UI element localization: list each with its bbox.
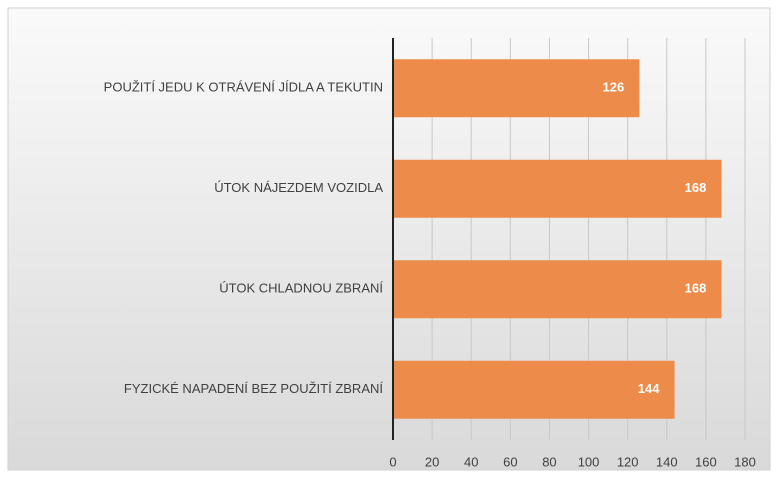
bar bbox=[393, 260, 722, 319]
data-label: 144 bbox=[638, 381, 660, 396]
bar bbox=[393, 59, 640, 118]
x-tick-label: 0 bbox=[389, 454, 396, 469]
x-tick-label: 40 bbox=[464, 454, 478, 469]
bar bbox=[393, 360, 675, 419]
x-tick-label: 60 bbox=[503, 454, 517, 469]
x-tick-label: 180 bbox=[734, 454, 756, 469]
y-tick-label: ÚTOK CHLADNOU ZBRANÍ bbox=[219, 281, 383, 296]
x-tick-label: 140 bbox=[656, 454, 678, 469]
x-tick-label: 80 bbox=[542, 454, 556, 469]
data-label: 126 bbox=[603, 80, 625, 95]
y-tick-label: POUŽITÍ JEDU K OTRÁVENÍ JÍDLA A TEKUTIN bbox=[104, 80, 383, 95]
x-tick-label: 160 bbox=[695, 454, 717, 469]
y-tick-label: FYZICKÉ NAPADENÍ BEZ POUŽITÍ ZBRANÍ bbox=[124, 381, 383, 396]
x-tick-label: 20 bbox=[425, 454, 439, 469]
x-tick-label: 100 bbox=[578, 454, 600, 469]
data-label: 168 bbox=[685, 281, 707, 296]
data-label: 168 bbox=[685, 180, 707, 195]
x-tick-label: 120 bbox=[617, 454, 639, 469]
bar bbox=[393, 159, 722, 218]
y-tick-label: ÚTOK NÁJEZDEM VOZIDLA bbox=[214, 180, 383, 195]
